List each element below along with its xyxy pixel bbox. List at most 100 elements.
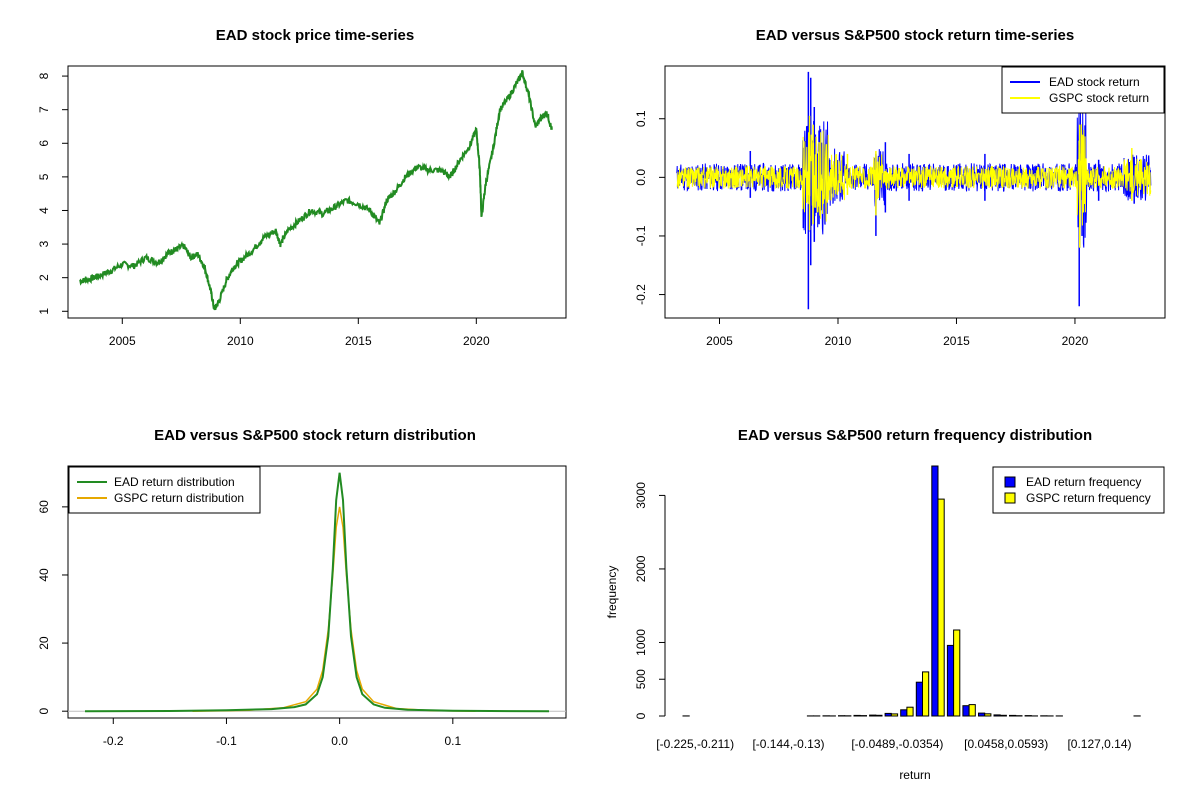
- density-x-tick-label: 0.0: [331, 734, 348, 748]
- price-x-tick-label: 2010: [227, 334, 254, 348]
- legend-ead-density-label: EAD return distribution: [114, 475, 235, 489]
- gspc-freq-bar: [875, 714, 883, 717]
- returns-x-tick-label: 2015: [943, 334, 970, 348]
- price-y-axis: 1 2 3 4 5 6 7 8: [37, 72, 68, 315]
- freq-title: EAD versus S&P500 return frequency distr…: [738, 427, 1092, 444]
- legend-gspc-freq-swatch: [1004, 492, 1016, 504]
- panel-density: EAD versus S&P500 stock return distribut…: [37, 427, 567, 748]
- freq-x-label: return: [899, 768, 930, 782]
- freq-y-axis: 0 500 1000 2000 3000: [634, 482, 666, 719]
- freq-y-tick-label: 500: [634, 669, 648, 689]
- price-y-tick-label: 2: [37, 274, 51, 281]
- density-x-tick-label: 0.1: [444, 734, 461, 748]
- gspc-return-line: [676, 124, 1152, 227]
- freq-x-axis: [-0.225,-0.211) [-0.144,-0.13) [-0.0489,-0…: [656, 737, 1131, 751]
- density-x-tick-label: -0.2: [103, 734, 124, 748]
- returns-y-tick-label: 0.0: [634, 169, 648, 186]
- ead-freq-bar: [978, 712, 986, 717]
- density-y-tick-label: 60: [37, 500, 51, 514]
- gspc-freq-bar: [937, 498, 945, 717]
- density-series: [68, 472, 566, 713]
- returns-y-tick-label: -0.1: [634, 225, 648, 246]
- gspc-return-series: [676, 115, 1152, 248]
- ead-freq-bar: [1009, 714, 1017, 717]
- freq-y-tick-label: 1000: [634, 629, 648, 656]
- gspc-freq-bar: [922, 671, 930, 717]
- gspc-freq-bar: [890, 713, 899, 717]
- density-x-tick-label: -0.1: [216, 734, 237, 748]
- legend-ead-freq-label: EAD return frequency: [1026, 475, 1141, 489]
- returns-x-tick-label: 2020: [1062, 334, 1089, 348]
- legend-ead-freq-swatch: [1004, 476, 1016, 488]
- ead-freq-bar: [931, 465, 939, 717]
- gspc-freq-bar: [999, 714, 1007, 717]
- ead-freq-bar: [915, 681, 923, 717]
- density-title: EAD versus S&P500 stock return distribut…: [154, 427, 476, 444]
- price-series: [79, 70, 553, 311]
- freq-x-category-label: [0.0458,0.0593): [964, 737, 1048, 751]
- freq-y-tick-label: 3000: [634, 482, 648, 509]
- ead-density-line: [84, 472, 550, 713]
- freq-y-tick-label: 0: [634, 712, 648, 719]
- panel-returns: EAD versus S&P500 stock return time-seri…: [634, 27, 1166, 348]
- gspc-density-line: [192, 506, 476, 712]
- ead-freq-bar: [946, 644, 955, 717]
- freq-bars: [682, 465, 1141, 717]
- price-x-tick-label: 2015: [345, 334, 372, 348]
- freq-x-category-label: [0.127,0.14): [1067, 737, 1131, 751]
- price-plot-box: [67, 65, 567, 319]
- gspc-freq-bar: [953, 629, 961, 717]
- returns-y-tick-label: -0.2: [634, 284, 648, 305]
- returns-x-axis: 2005 2010 2015 2020: [706, 317, 1089, 348]
- price-y-tick-label: 8: [37, 72, 51, 79]
- ead-freq-bar: [884, 712, 892, 717]
- price-x-axis: 2005 2010 2015 2020: [109, 317, 490, 348]
- density-y-tick-label: 20: [37, 636, 51, 650]
- legend-gspc-return-label: GSPC stock return: [1049, 91, 1149, 105]
- price-y-tick-label: 7: [37, 106, 51, 113]
- price-y-tick-label: 6: [37, 140, 51, 147]
- density-x-axis: -0.2 -0.1 0.1 0.0: [103, 717, 461, 748]
- freq-y-tick-label: 2000: [634, 555, 648, 582]
- returns-legend: EAD stock return GSPC stock return: [1001, 66, 1165, 114]
- freq-legend: EAD return frequency GSPC return frequen…: [992, 466, 1165, 514]
- legend-gspc-freq-label: GSPC return frequency: [1026, 491, 1151, 505]
- legend-gspc-density-label: GSPC return distribution: [114, 491, 244, 505]
- price-y-tick-label: 4: [37, 207, 51, 214]
- panel-frequency: EAD versus S&P500 return frequency distr…: [605, 427, 1165, 782]
- gspc-freq-bar: [984, 713, 992, 717]
- density-legend-box: [68, 466, 261, 514]
- freq-legend-box: [992, 466, 1165, 514]
- gspc-freq-bar: [968, 704, 976, 717]
- freq-y-label: frequency: [605, 566, 619, 619]
- returns-y-tick-label: 0.1: [634, 110, 648, 127]
- density-legend: EAD return distribution GSPC return dist…: [68, 466, 261, 514]
- density-y-axis: 0 20 40 60: [37, 500, 68, 715]
- panel-price: EAD stock price time-series 2005 2010 2015…: [37, 27, 567, 348]
- freq-x-category-label: [-0.225,-0.211): [656, 737, 734, 751]
- price-x-tick-label: 2020: [463, 334, 490, 348]
- returns-y-axis: -0.2 -0.1 0.0 0.1: [634, 110, 666, 305]
- ead-freq-bar: [853, 714, 861, 717]
- ead-freq-bar: [993, 714, 1001, 717]
- ead-freq-bar: [962, 705, 970, 717]
- price-title: EAD stock price time-series: [216, 27, 414, 44]
- price-y-tick-label: 1: [37, 308, 51, 315]
- gspc-freq-bar: [906, 706, 914, 717]
- returns-series: [676, 71, 1152, 310]
- price-x-tick-label: 2005: [109, 334, 136, 348]
- returns-title: EAD versus S&P500 stock return time-seri…: [756, 27, 1074, 44]
- density-y-tick-label: 0: [37, 708, 51, 715]
- returns-x-tick-label: 2010: [825, 334, 852, 348]
- ead-freq-bar: [869, 714, 877, 717]
- price-line: [79, 70, 553, 311]
- price-y-tick-label: 3: [37, 240, 51, 247]
- ead-freq-bar: [900, 709, 908, 717]
- returns-legend-box: [1001, 66, 1165, 114]
- freq-x-category-label: [-0.0489,-0.0354): [851, 737, 943, 751]
- price-y-tick-label: 5: [37, 173, 51, 180]
- legend-ead-return-label: EAD stock return: [1049, 75, 1140, 89]
- freq-x-category-label: [-0.144,-0.13): [752, 737, 824, 751]
- returns-x-tick-label: 2005: [706, 334, 733, 348]
